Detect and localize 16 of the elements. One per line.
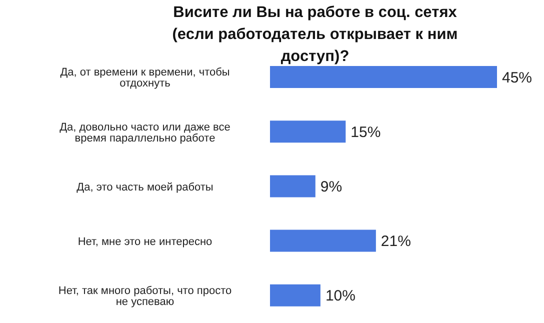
bar <box>270 284 320 306</box>
bar <box>270 175 316 198</box>
bar <box>270 66 497 88</box>
bar <box>270 120 346 143</box>
data-label: 15% <box>350 124 381 141</box>
data-label: 45% <box>502 69 532 86</box>
data-label: 9% <box>320 178 342 196</box>
data-label: 10% <box>325 288 356 305</box>
y-tick-label: Да, это часть моей работы <box>76 181 214 194</box>
bar <box>270 230 376 252</box>
y-tick-label: Нет, так много работы, что просто не успеваю <box>58 285 232 308</box>
y-tick-label: Да, довольно часто или даже все время параллельно работе <box>60 121 230 144</box>
chart-title: Висите ли Вы на работе в соц. сетях (если работодатель открывает к ним доступ)? <box>171 3 459 67</box>
y-tick-label: Нет, мне это не интересно <box>78 236 212 248</box>
data-label: 21% <box>380 233 411 250</box>
y-tick-label: Да, от времени к времени, чтобы отдохнуть <box>60 66 230 90</box>
